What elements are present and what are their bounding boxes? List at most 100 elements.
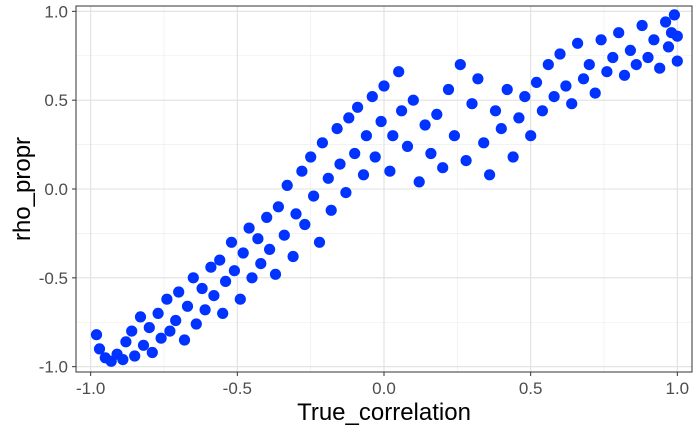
- data-point: [393, 66, 405, 78]
- data-point: [525, 130, 537, 142]
- data-point: [137, 339, 150, 351]
- data-point: [668, 9, 681, 21]
- x-tick-label: -1.0: [76, 379, 105, 398]
- data-point: [205, 261, 217, 273]
- data-point: [287, 250, 299, 263]
- data-point: [129, 350, 141, 362]
- data-point: [155, 332, 167, 344]
- data-point: [375, 115, 387, 128]
- data-point: [340, 187, 352, 199]
- data-point: [93, 343, 106, 355]
- data-point: [662, 41, 675, 53]
- data-point: [255, 258, 267, 270]
- data-point: [601, 66, 613, 78]
- data-point: [671, 30, 683, 42]
- data-point: [560, 80, 572, 92]
- data-point: [237, 247, 249, 259]
- data-point: [196, 282, 208, 295]
- data-point: [589, 87, 601, 99]
- data-point: [613, 27, 625, 39]
- data-point: [126, 325, 138, 337]
- data-point: [217, 307, 229, 319]
- data-point: [343, 112, 355, 124]
- data-point: [243, 222, 255, 234]
- data-point: [442, 83, 455, 96]
- data-point: [437, 162, 449, 174]
- grid-lines: [76, 6, 692, 372]
- y-tick-label: 0.0: [44, 180, 68, 199]
- data-point: [325, 204, 337, 216]
- data-point: [234, 293, 246, 305]
- data-point: [630, 59, 642, 71]
- data-point: [387, 130, 399, 142]
- data-point: [208, 290, 220, 302]
- x-tick-label: 0.0: [372, 379, 396, 398]
- data-point: [407, 94, 419, 106]
- data-point: [199, 304, 211, 316]
- data-point: [252, 233, 264, 245]
- data-points: [90, 9, 683, 367]
- data-point: [648, 34, 660, 46]
- data-point: [90, 329, 103, 341]
- data-point: [542, 59, 554, 71]
- data-point: [501, 83, 513, 96]
- data-point: [290, 208, 302, 220]
- data-point: [178, 334, 191, 346]
- data-point: [495, 123, 507, 135]
- data-point: [454, 59, 466, 71]
- data-point: [507, 151, 519, 163]
- data-point: [308, 190, 320, 202]
- data-point: [566, 98, 578, 110]
- data-point: [671, 55, 683, 67]
- data-point: [264, 243, 276, 255]
- data-point: [425, 147, 437, 160]
- data-point: [642, 51, 654, 64]
- data-point: [281, 179, 293, 191]
- data-point: [554, 48, 566, 60]
- data-point: [636, 19, 648, 32]
- data-point: [143, 322, 155, 334]
- data-point: [334, 158, 346, 170]
- data-point: [548, 91, 560, 103]
- data-point: [269, 268, 282, 280]
- data-point: [401, 140, 414, 152]
- data-point: [173, 286, 185, 298]
- data-point: [378, 80, 390, 92]
- x-tick-label: -0.5: [223, 379, 252, 398]
- data-point: [170, 314, 182, 327]
- y-tick-label: 0.5: [44, 91, 68, 110]
- data-point: [595, 34, 607, 46]
- x-tick-label: 0.5: [519, 379, 543, 398]
- data-point: [513, 112, 525, 124]
- data-point: [322, 172, 334, 184]
- data-point: [316, 137, 328, 149]
- data-point: [349, 147, 361, 160]
- data-point: [161, 293, 173, 305]
- data-point: [261, 211, 273, 223]
- data-point: [413, 176, 425, 188]
- data-point: [536, 105, 549, 117]
- data-point: [396, 105, 408, 117]
- data-point: [660, 16, 672, 28]
- data-point: [117, 354, 129, 366]
- data-point: [152, 307, 164, 319]
- data-point: [419, 119, 431, 131]
- data-point: [146, 346, 158, 359]
- data-point: [472, 73, 484, 85]
- data-point: [384, 165, 396, 177]
- data-point: [134, 311, 147, 323]
- data-point: [460, 155, 472, 167]
- data-point: [478, 137, 490, 149]
- data-point: [214, 254, 226, 266]
- data-point: [228, 265, 240, 277]
- y-tick-label: -0.5: [39, 269, 68, 288]
- data-point: [572, 37, 584, 49]
- data-point: [369, 151, 381, 163]
- data-point: [313, 236, 326, 248]
- data-point: [164, 325, 176, 337]
- data-point: [466, 98, 478, 110]
- data-point: [305, 151, 317, 163]
- data-point: [519, 91, 531, 103]
- y-axis-title: rho_propr: [9, 137, 36, 241]
